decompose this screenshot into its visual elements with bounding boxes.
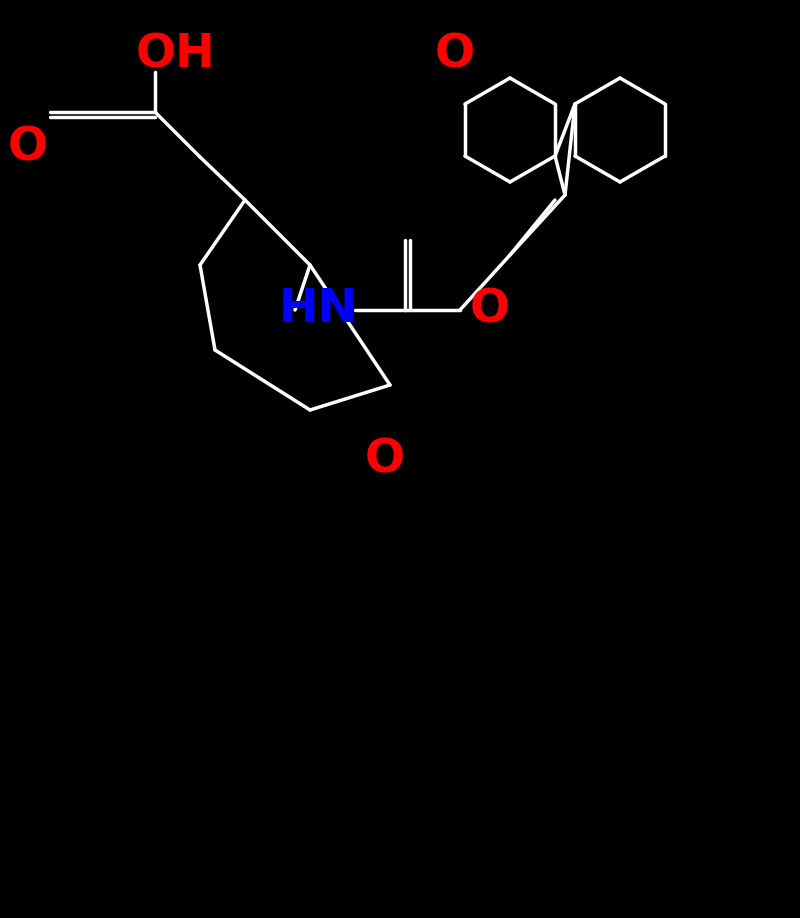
Text: O: O <box>470 287 510 332</box>
Text: O: O <box>365 438 405 483</box>
Text: OH: OH <box>135 32 215 77</box>
Text: HN: HN <box>278 287 358 332</box>
Text: O: O <box>435 32 475 77</box>
Text: O: O <box>8 126 48 171</box>
